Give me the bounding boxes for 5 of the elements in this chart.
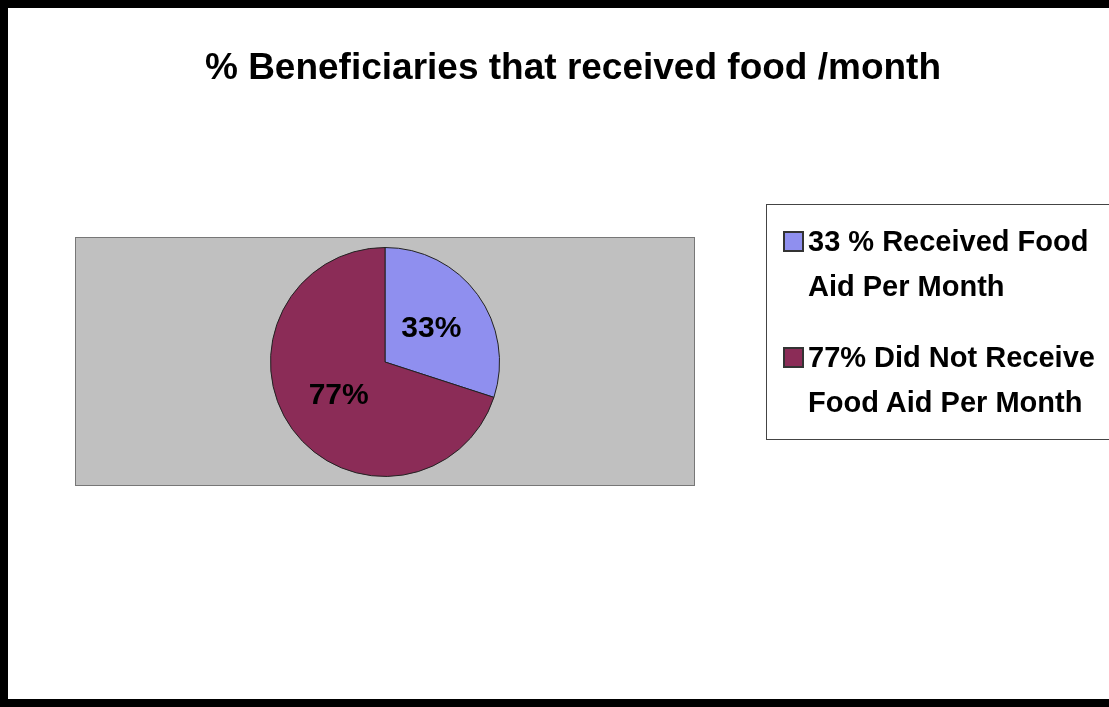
legend-label: 33 % Received Food Aid Per Month bbox=[808, 224, 1090, 304]
data-label: 77% bbox=[308, 376, 369, 410]
legend-label: 77% Did Not Receive Food Aid Per Month bbox=[808, 340, 1096, 420]
data-label: 33% bbox=[401, 309, 462, 343]
chart-title: % Beneficiaries that received food /month bbox=[203, 46, 943, 88]
